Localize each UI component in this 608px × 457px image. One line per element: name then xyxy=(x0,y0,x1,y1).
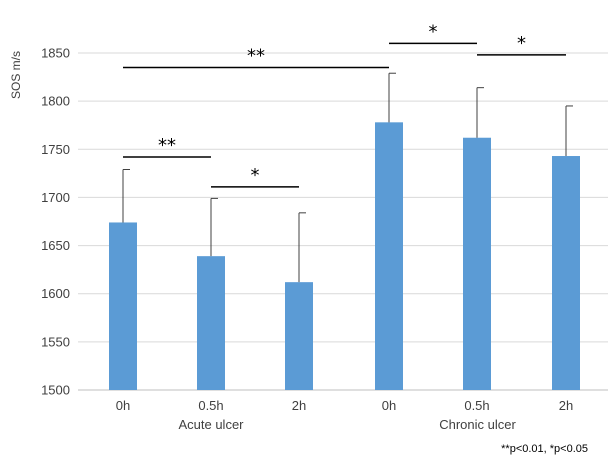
error-bars xyxy=(122,72,573,283)
bar xyxy=(285,282,313,390)
y-tick-label: 1600 xyxy=(41,286,70,301)
significance-footnote: **p<0.01, *p<0.05 xyxy=(501,443,588,455)
x-tick-label: 0.5h xyxy=(198,398,223,413)
group-label: Chronic ulcer xyxy=(439,417,516,432)
y-tick-label: 1750 xyxy=(41,142,70,157)
x-tick-label: 0h xyxy=(116,398,130,413)
bar xyxy=(375,122,403,390)
x-tick-label: 0.5h xyxy=(464,398,489,413)
y-tick-label: 1650 xyxy=(41,238,70,253)
x-tick-label: 2h xyxy=(292,398,306,413)
x-tick-label: 0h xyxy=(382,398,396,413)
significance-marker: * xyxy=(517,33,526,54)
y-tick-label: 1550 xyxy=(41,334,70,349)
x-axis-ticks: 0h 0.5h 2h 0h 0.5h 2h xyxy=(116,398,573,413)
significance-brackets: ******* xyxy=(123,21,566,188)
bar xyxy=(109,222,137,390)
bar xyxy=(552,156,580,390)
significance-marker: ** xyxy=(158,135,176,156)
bar xyxy=(197,256,225,390)
y-axis-ticks: 1500 1550 1600 1650 1700 1750 1800 1850 xyxy=(41,46,70,398)
y-tick-label: 1500 xyxy=(41,383,70,398)
y-tick-label: 1700 xyxy=(41,190,70,205)
bars xyxy=(109,122,580,390)
x-tick-label: 2h xyxy=(559,398,573,413)
y-axis-label: SOS m/s xyxy=(9,51,23,99)
y-tick-label: 1850 xyxy=(41,46,70,61)
significance-marker: * xyxy=(251,165,260,186)
significance-marker: * xyxy=(429,21,438,42)
bar xyxy=(463,137,491,390)
group-label: Acute ulcer xyxy=(178,417,244,432)
y-tick-label: 1800 xyxy=(41,94,70,109)
gridlines xyxy=(78,52,608,391)
significance-marker: ** xyxy=(247,45,265,66)
group-labels: Acute ulcer Chronic ulcer xyxy=(178,417,516,432)
